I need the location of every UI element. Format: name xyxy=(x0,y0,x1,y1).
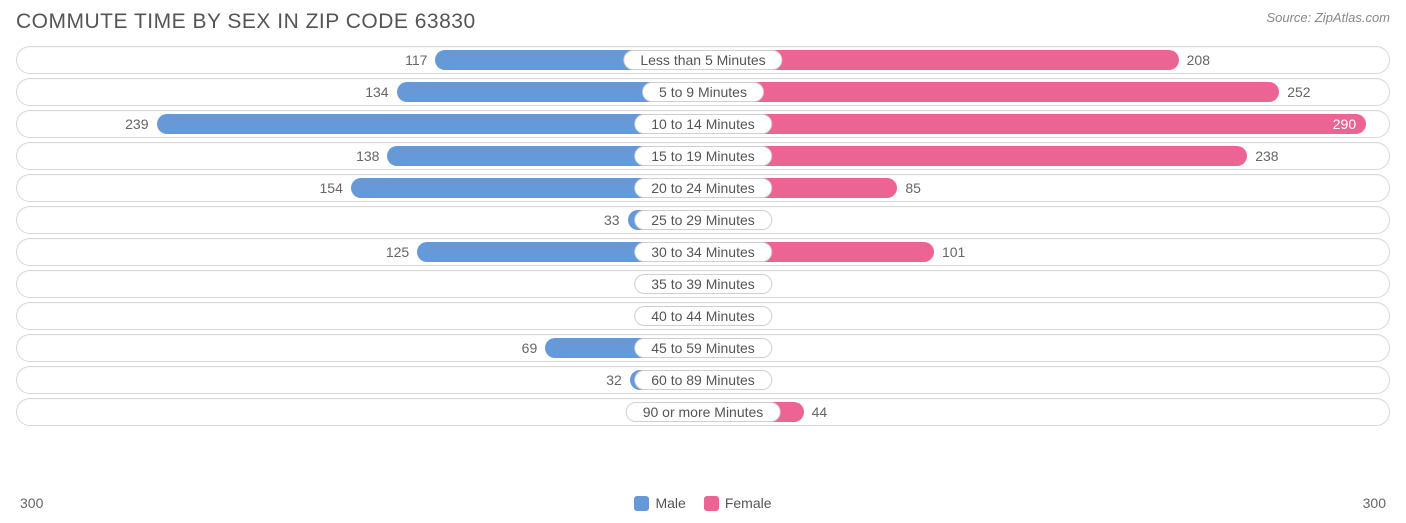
female-bar xyxy=(703,146,1247,166)
category-label: 10 to 14 Minutes xyxy=(634,114,772,134)
chart-row: 21040 to 44 Minutes xyxy=(16,302,1390,330)
male-value: 32 xyxy=(570,367,630,393)
male-value: 117 xyxy=(375,47,435,73)
chart-header: Commute Time By Sex in Zip Code 63830 So… xyxy=(16,8,1390,46)
female-value: 238 xyxy=(1247,143,1307,169)
chart-row: 125 101 30 to 34 Minutes xyxy=(16,238,1390,266)
legend-label: Male xyxy=(655,495,685,511)
category-label: 20 to 24 Minutes xyxy=(634,178,772,198)
chart-row: 69245 to 59 Minutes xyxy=(16,334,1390,362)
chart-source: Source: ZipAtlas.com xyxy=(1266,10,1390,25)
legend-swatch xyxy=(634,496,649,511)
chart-rows: 117 208 Less than 5 Minutes 134 252 5 to 9 Mi… xyxy=(16,46,1390,487)
female-bar: 290 xyxy=(703,114,1366,134)
female-value: 252 xyxy=(1279,79,1339,105)
category-label: 30 to 34 Minutes xyxy=(634,242,772,262)
chart-row: 138 238 15 to 19 Minutes xyxy=(16,142,1390,170)
male-value: 125 xyxy=(357,239,417,265)
chart-container: Commute Time By Sex in Zip Code 63830 So… xyxy=(0,0,1406,523)
category-label: 40 to 44 Minutes xyxy=(634,306,772,326)
category-label: 35 to 39 Minutes xyxy=(634,274,772,294)
axis-right-max: 300 xyxy=(1363,495,1386,511)
category-label: 90 or more Minutes xyxy=(626,402,781,422)
category-label: 60 to 89 Minutes xyxy=(634,370,772,390)
chart-row: 134 252 5 to 9 Minutes xyxy=(16,78,1390,106)
legend-item: Male xyxy=(634,495,685,511)
chart-row: 33325 to 29 Minutes xyxy=(16,206,1390,234)
female-value: 101 xyxy=(934,239,994,265)
chart-footer: 300 Male Female 300 xyxy=(16,491,1390,515)
male-value: 33 xyxy=(568,207,628,233)
chart-row: 204490 or more Minutes xyxy=(16,398,1390,426)
axis-left-max: 300 xyxy=(20,495,43,511)
male-bar xyxy=(157,114,704,134)
chart-title: Commute Time By Sex in Zip Code 63830 xyxy=(16,10,476,34)
male-value: 154 xyxy=(291,175,351,201)
male-value: 69 xyxy=(485,335,545,361)
male-value: 134 xyxy=(337,79,397,105)
chart-row: 239 290 10 to 14 Minutes xyxy=(16,110,1390,138)
chart-row: 15235 to 39 Minutes xyxy=(16,270,1390,298)
category-label: 15 to 19 Minutes xyxy=(634,146,772,166)
female-value: 85 xyxy=(897,175,957,201)
female-value: 208 xyxy=(1179,47,1239,73)
category-label: 5 to 9 Minutes xyxy=(642,82,764,102)
legend-item: Female xyxy=(704,495,772,511)
female-value: 290 xyxy=(1323,114,1366,134)
legend-swatch xyxy=(704,496,719,511)
category-label: 25 to 29 Minutes xyxy=(634,210,772,230)
chart-row: 154 85 20 to 24 Minutes xyxy=(16,174,1390,202)
female-value: 44 xyxy=(804,399,864,425)
female-bar xyxy=(703,82,1279,102)
chart-row: 32260 to 89 Minutes xyxy=(16,366,1390,394)
chart-row: 117 208 Less than 5 Minutes xyxy=(16,46,1390,74)
category-label: 45 to 59 Minutes xyxy=(634,338,772,358)
male-value: 239 xyxy=(97,111,157,137)
male-value: 138 xyxy=(327,143,387,169)
category-label: Less than 5 Minutes xyxy=(623,50,782,70)
legend-label: Female xyxy=(725,495,772,511)
legend: Male Female xyxy=(634,495,771,511)
